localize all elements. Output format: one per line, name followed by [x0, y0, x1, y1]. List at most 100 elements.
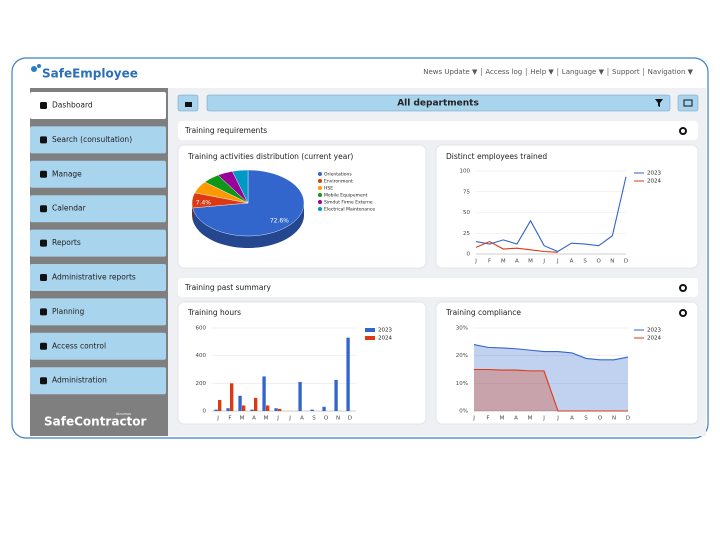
y-tick-label: 200: [196, 381, 207, 387]
nav-link[interactable]: Support: [612, 68, 640, 76]
bar: [226, 408, 230, 411]
legend-swatch: [318, 193, 322, 197]
menu-item[interactable]: [30, 160, 166, 188]
x-tick-label: O: [597, 259, 602, 265]
menu-label[interactable]: Access control: [52, 341, 106, 350]
menu-icon: [40, 205, 47, 213]
menu-item[interactable]: [30, 332, 166, 360]
menu-item[interactable]: [30, 126, 166, 154]
menu-label[interactable]: Administrative reports: [52, 273, 136, 282]
logo-icon: [31, 66, 37, 72]
legend-swatch: [318, 200, 322, 204]
chart-title: Training activities distribution (curren…: [187, 152, 353, 161]
menu-item[interactable]: [30, 92, 166, 119]
bar: [218, 399, 222, 411]
x-tick-label: M: [528, 259, 533, 265]
menu-label[interactable]: Calendar: [52, 204, 87, 213]
bar: [298, 381, 302, 411]
x-tick-label: D: [624, 259, 628, 265]
x-tick-label: J: [542, 259, 545, 265]
settings-icon[interactable]: [679, 309, 687, 317]
bar: [254, 397, 258, 411]
section-header: [178, 121, 698, 140]
x-tick-label: O: [324, 416, 329, 422]
y-tick-label: 30%: [456, 326, 468, 332]
x-tick-label: M: [501, 259, 506, 265]
x-tick-label: S: [584, 416, 588, 422]
menu-label[interactable]: Administration: [52, 376, 107, 385]
x-tick-label: F: [488, 259, 491, 265]
value-label: 72.6%: [270, 217, 289, 224]
nav-link[interactable]: Language ▼: [562, 68, 605, 76]
legend-label: 2024: [378, 336, 392, 342]
menu-label[interactable]: Dashboard: [52, 101, 93, 110]
menu-item[interactable]: [30, 298, 166, 326]
menu-label[interactable]: Manage: [52, 169, 82, 178]
menu-icon: [40, 239, 47, 247]
x-tick-label: F: [228, 416, 231, 422]
x-tick-label: D: [626, 416, 630, 422]
x-tick-label: A: [570, 259, 574, 265]
menu-icon: [40, 377, 47, 385]
menu-icon: [40, 170, 47, 178]
value-label: 7.4%: [196, 199, 212, 206]
filter-icon[interactable]: [655, 99, 663, 107]
legend-swatch: [318, 207, 322, 211]
logo-icon: [37, 64, 41, 68]
department-label: All departments: [397, 99, 479, 109]
y-tick-label: 10%: [456, 381, 468, 387]
menu-item[interactable]: [30, 195, 166, 223]
area: [474, 344, 628, 411]
legend-label: 2024: [647, 179, 661, 185]
sidebar-menu: Dashboard Search (consultation) Manage Cale…: [30, 92, 166, 395]
menu-label[interactable]: Planning: [52, 307, 85, 316]
x-tick-label: J: [556, 259, 559, 265]
y-tick-label: 0: [203, 409, 207, 415]
x-tick-label: F: [486, 416, 489, 422]
menu-label[interactable]: Reports: [52, 238, 81, 247]
bar: [322, 406, 326, 411]
nav-link[interactable]: News Update ▼: [423, 68, 478, 76]
y-tick-label: 20%: [456, 353, 468, 359]
settings-icon[interactable]: [679, 127, 687, 135]
department-selector[interactable]: [206, 94, 671, 112]
footer-logo: SafeContractor: [44, 415, 147, 429]
menu-icon: [40, 274, 47, 281]
x-tick-label: J: [556, 416, 559, 422]
chart-title: Distinct employees trained: [446, 152, 547, 161]
menu-item[interactable]: [30, 367, 166, 395]
nav-link[interactable]: Access log: [485, 68, 522, 76]
line: [475, 240, 558, 253]
card: [177, 301, 427, 425]
x-tick-label: D: [348, 416, 352, 422]
menu-item[interactable]: [30, 264, 166, 291]
line: [474, 368, 628, 412]
legend-label: Environment: [324, 179, 353, 185]
bar: [238, 395, 242, 411]
pie-slice: [192, 169, 305, 237]
legend-swatch: [318, 179, 322, 183]
legend-label: 2023: [378, 328, 392, 334]
legend-swatch: [318, 186, 322, 190]
print-icon: [683, 99, 693, 107]
x-tick-label: N: [336, 416, 340, 422]
x-tick-label: A: [514, 416, 518, 422]
x-tick-label: N: [610, 259, 614, 265]
x-tick-label: J: [288, 416, 291, 422]
bar: [346, 337, 350, 411]
area: [474, 369, 628, 411]
logo-text: SafeEmployee: [42, 67, 138, 81]
x-tick-label: J: [216, 416, 219, 422]
bar: [242, 405, 246, 411]
menu-icon: [40, 308, 47, 316]
nav-link[interactable]: Help ▼: [530, 68, 554, 76]
legend-swatch: [318, 172, 322, 176]
legend-label: HSE: [324, 186, 333, 192]
menu-item[interactable]: [30, 229, 166, 257]
settings-icon[interactable]: [679, 284, 687, 292]
nav-link[interactable]: Navigation ▼: [648, 68, 694, 76]
menu-label[interactable]: Search (consultation): [52, 135, 132, 144]
print-button[interactable]: [677, 94, 699, 112]
